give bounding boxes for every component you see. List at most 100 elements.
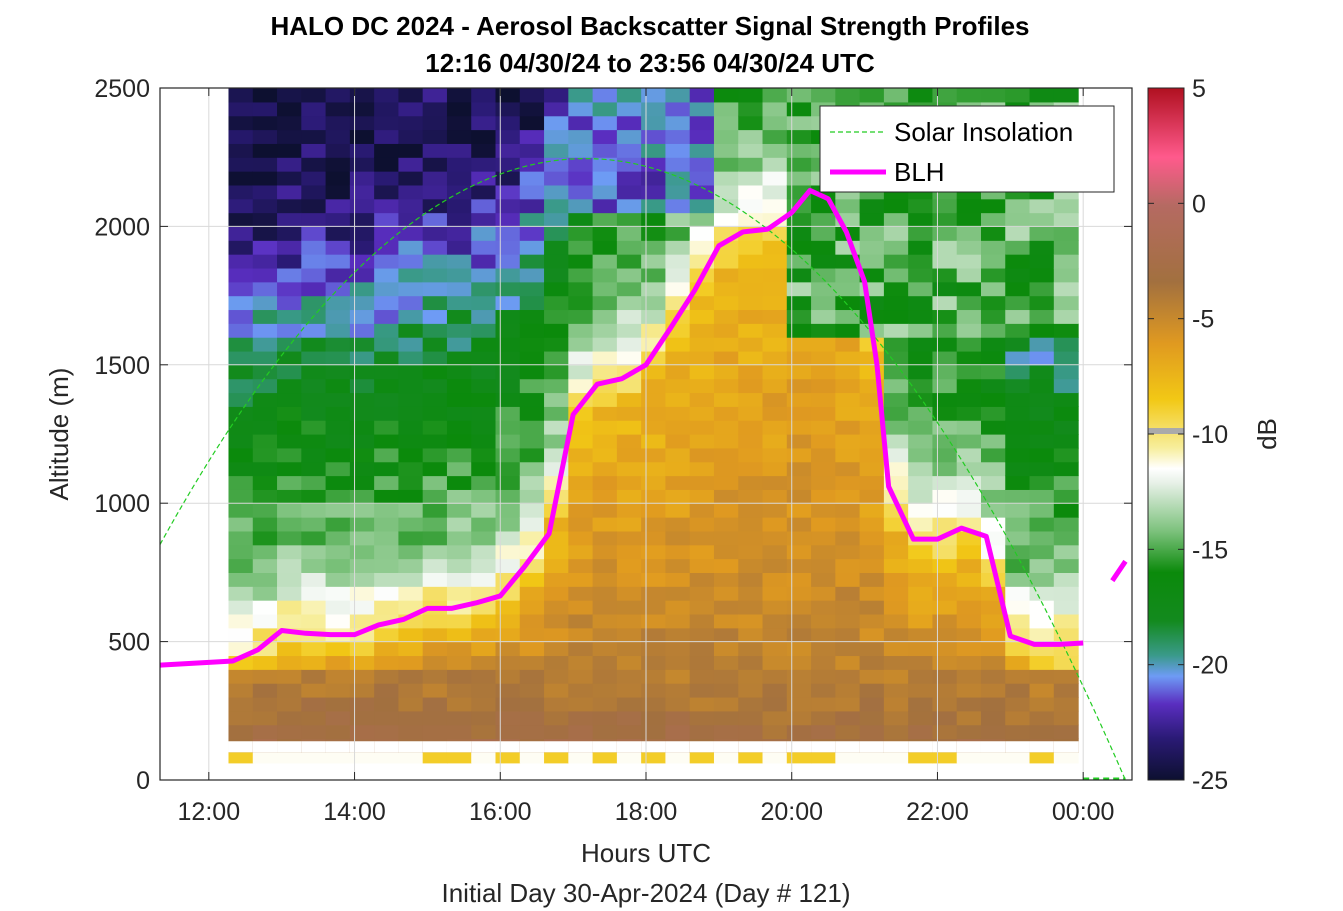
heatmap-cell bbox=[301, 198, 327, 214]
heatmap-cell bbox=[713, 613, 739, 629]
heatmap-cell bbox=[811, 586, 836, 601]
heatmap-gap bbox=[665, 741, 691, 753]
heatmap-cell bbox=[301, 613, 327, 629]
heatmap-cell bbox=[252, 475, 278, 490]
heatmap-cell bbox=[859, 572, 885, 587]
heatmap-cell bbox=[859, 254, 885, 269]
heatmap-cell bbox=[908, 517, 934, 532]
heatmap-cell bbox=[689, 309, 715, 324]
heatmap-cell bbox=[1053, 198, 1079, 214]
heatmap-cell bbox=[641, 434, 667, 449]
heatmap-cell bbox=[932, 295, 958, 311]
heatmap-cell bbox=[301, 420, 327, 435]
heatmap-cell bbox=[956, 350, 982, 366]
heatmap-cell bbox=[398, 309, 424, 324]
heatmap-cell bbox=[446, 309, 472, 324]
heatmap-cell bbox=[713, 641, 739, 657]
heatmap-cell bbox=[252, 503, 278, 518]
heatmap-cell bbox=[641, 669, 667, 684]
heatmap-cell bbox=[932, 696, 958, 712]
heatmap-gap bbox=[713, 741, 739, 753]
heatmap-cell bbox=[228, 157, 254, 172]
heatmap-cell bbox=[519, 669, 545, 684]
heatmap-cell bbox=[519, 323, 545, 338]
heatmap-cell bbox=[956, 710, 982, 726]
heatmap-cell bbox=[592, 364, 618, 380]
heatmap-cell bbox=[519, 696, 545, 712]
heatmap-cell bbox=[641, 309, 667, 324]
heatmap-cell bbox=[932, 461, 958, 477]
heatmap-cell bbox=[665, 710, 691, 726]
heatmap-cell bbox=[446, 101, 472, 117]
heatmap-cell bbox=[422, 683, 448, 698]
heatmap-cell bbox=[252, 101, 278, 117]
heatmap-cell bbox=[859, 420, 885, 435]
heatmap-cell bbox=[568, 627, 594, 643]
heatmap-cell bbox=[568, 641, 594, 657]
heatmap-cell bbox=[616, 392, 642, 407]
heatmap-cell bbox=[495, 655, 521, 670]
heatmap-cell bbox=[665, 627, 691, 643]
heatmap-cell bbox=[1029, 267, 1055, 283]
heatmap-cell bbox=[446, 461, 472, 477]
heatmap-cell bbox=[1053, 447, 1079, 463]
heatmap-cell bbox=[301, 475, 327, 490]
heatmap-cell bbox=[713, 364, 739, 380]
heatmap-cell bbox=[616, 461, 642, 477]
heatmap-cell bbox=[956, 586, 982, 601]
heatmap-cell bbox=[689, 323, 715, 338]
heatmap-cell bbox=[616, 517, 642, 532]
heatmap-cell bbox=[277, 254, 302, 269]
heatmap-cell bbox=[738, 724, 764, 740]
heatmap-cell bbox=[325, 267, 351, 283]
heatmap-cell bbox=[738, 613, 764, 629]
heatmap-cell bbox=[568, 613, 594, 629]
heatmap-cell bbox=[1005, 281, 1031, 297]
heatmap-cell bbox=[301, 350, 327, 366]
heatmap-cell bbox=[374, 295, 400, 311]
heatmap-cell bbox=[277, 212, 302, 227]
heatmap-cell bbox=[519, 337, 545, 352]
heatmap-cell bbox=[616, 350, 642, 366]
heatmap-cell bbox=[665, 350, 691, 366]
heatmap-cell bbox=[956, 378, 982, 394]
heatmap-cell bbox=[665, 600, 691, 615]
heatmap-cell bbox=[252, 226, 278, 241]
heatmap-cell bbox=[956, 600, 982, 615]
heatmap-cell bbox=[665, 641, 691, 657]
heatmap-cell bbox=[422, 212, 448, 227]
heatmap-cell bbox=[519, 254, 545, 269]
heatmap-cell bbox=[1053, 350, 1079, 366]
heatmap-cell bbox=[495, 613, 521, 629]
heatmap-cell bbox=[398, 88, 424, 103]
heatmap-cell bbox=[592, 710, 618, 726]
heatmap-cell bbox=[374, 627, 400, 643]
heatmap-cell bbox=[446, 517, 472, 532]
heatmap-cell bbox=[1005, 226, 1031, 241]
heatmap-cell bbox=[277, 267, 302, 283]
heatmap-cell bbox=[713, 212, 739, 227]
heatmap-cell bbox=[325, 295, 351, 311]
heatmap-cell bbox=[592, 254, 618, 269]
heatmap-cell bbox=[738, 489, 764, 504]
heatmap-cell bbox=[616, 240, 642, 255]
heatmap-cell bbox=[689, 88, 715, 103]
heatmap-cell bbox=[665, 475, 691, 490]
heatmap-cell bbox=[883, 627, 909, 643]
heatmap-cell bbox=[568, 88, 594, 103]
heatmap-cell bbox=[374, 600, 400, 615]
heatmap-cell bbox=[1053, 434, 1079, 449]
heatmap-cell bbox=[495, 88, 521, 103]
heatmap-cell bbox=[665, 724, 691, 740]
heatmap-cell bbox=[568, 171, 594, 186]
heatmap-cell bbox=[1005, 337, 1031, 352]
heatmap-cell bbox=[641, 517, 667, 532]
heatmap-cell bbox=[446, 586, 472, 601]
heatmap-cell bbox=[932, 281, 958, 297]
heatmap-cell bbox=[956, 226, 982, 241]
heatmap-cell bbox=[689, 503, 715, 518]
heatmap-cell bbox=[835, 88, 861, 103]
heatmap-cell bbox=[908, 323, 934, 338]
heatmap-cell bbox=[325, 378, 351, 394]
heatmap-cell bbox=[1005, 406, 1031, 421]
